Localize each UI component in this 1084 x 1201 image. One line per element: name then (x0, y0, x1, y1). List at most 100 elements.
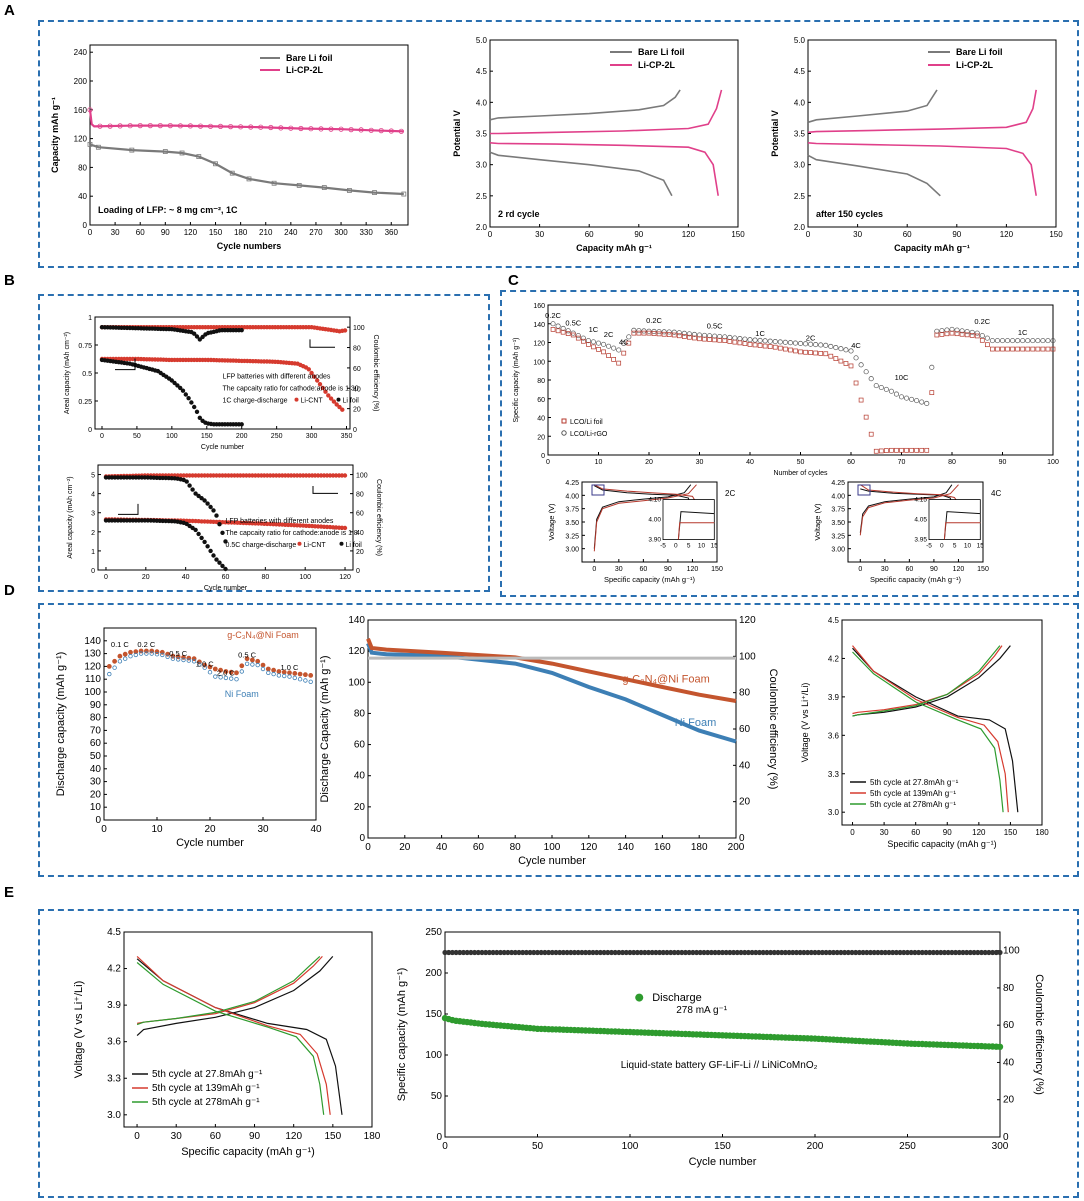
chart-e1-xtick-label: 60 (210, 1131, 222, 1142)
series-139-discharge-line (852, 645, 1009, 813)
series-lco-li-foil-point (914, 447, 920, 453)
series-lco-li-foil-point (580, 338, 586, 344)
series-ni-foam-point (282, 673, 287, 679)
chart-a3-xtick-label: 60 (903, 230, 912, 239)
series-lco-li-foil-point (777, 345, 783, 351)
series-lco-li-rgo-point (606, 343, 612, 349)
chart-c3-xtick-label: 60 (905, 566, 913, 573)
chart-a1-ytick-label: 240 (74, 48, 88, 57)
series-lco-li-foil-point (798, 349, 803, 355)
series-lco-li-foil-point (833, 356, 839, 361)
series-lco-li-rgo-point (777, 339, 783, 345)
series-lco-li-foil-point (808, 350, 813, 355)
series-bare-li-foil-line (89, 143, 404, 196)
series-li-foil-ce-point (239, 328, 244, 333)
chart-c1-rate-label: 1C (589, 325, 599, 334)
series-lco-li-foil-point (596, 347, 601, 352)
chart-a1-ytick-label: 40 (78, 192, 87, 201)
chart-b2-arrow-right (312, 486, 338, 494)
series-lco-li-foil-point (995, 346, 1000, 352)
series-lco-li-foil-point (550, 327, 556, 332)
chart-b2-legend-li-foil: Li foil (346, 542, 363, 549)
series-li-cp-2l-point (228, 124, 234, 130)
chart-c2-inset-xtick-label: 0 (674, 543, 678, 550)
series-lco-li-foil-point (757, 343, 763, 348)
series-ni-foam-line (366, 642, 737, 744)
chart-e2-y2tick-label: 80 (1003, 983, 1015, 994)
series-bare-li-foil-point (129, 147, 135, 153)
series-27-8-discharge-line (852, 647, 1019, 813)
series-lco-li-foil-point (1040, 346, 1046, 352)
series-ni-foam-point (128, 654, 133, 659)
series-lco-li-foil-point (979, 337, 985, 343)
chart-b2-xtick-label: 60 (222, 574, 230, 581)
chart-b1-y2label: Coulombic efficiency (%) (372, 335, 379, 412)
chart-d2-y2tick-label: 20 (739, 797, 751, 808)
series-li-foil-capacity-point (169, 378, 174, 383)
series-lco-li-foil-point (772, 344, 778, 350)
chart-c3-inset-xtick-label: -5 (926, 543, 932, 550)
chart-c1-ytick-label: 40 (537, 416, 545, 423)
series-lco-li-rgo-point (873, 383, 879, 389)
series-ni-foam-point (149, 651, 154, 656)
series-lco-li-foil-point (641, 330, 647, 336)
chart-b1-axes: 0 50 100 150 200 250 300 35000.250.50.751020406… (64, 315, 379, 451)
series-li-cnt-capacity-point (334, 402, 339, 407)
series-li-cp-2l-charge-line (807, 89, 1037, 134)
chart-e2-y2tick-label: 40 (1003, 1057, 1015, 1068)
series-li-foil-capacity-point (211, 553, 216, 558)
series-lco-li-rgo-point (939, 328, 945, 334)
series-li-foil-ce-point (196, 493, 201, 499)
chart-c2-inset-ytick-label: 4.00 (648, 517, 661, 524)
series-lco-li-foil-point (863, 414, 869, 420)
chart-c1-rate-label: 1C (1018, 328, 1028, 337)
chart-b1-xtick-label: 300 (306, 433, 318, 440)
chart-d1-ytick-label: 100 (84, 687, 101, 698)
series-lco-li-foil-point (1010, 346, 1015, 352)
chart-b2-y2tick-label: 0 (356, 568, 360, 575)
series-lco-li-foil-point (606, 353, 611, 358)
series-li-cp-2l-point (398, 128, 404, 134)
chart-e2-ytick-label: 50 (431, 1091, 443, 1102)
chart-d3-xtick-label: 0 (850, 828, 855, 837)
panel-label-e: E (4, 884, 15, 901)
chart-b1-xtick-label: 350 (341, 433, 353, 440)
series-ni-foam-point (218, 675, 223, 680)
chart-b2-ytick-label: 5 (91, 473, 95, 480)
chart-a3-ytick-label: 3.5 (794, 130, 806, 139)
series-ni-foam-point (213, 674, 218, 679)
chart-a1-xtick-label: 240 (284, 228, 298, 237)
series-139-discharge-line (136, 955, 331, 1115)
chart-a1-xtick-label: 60 (136, 228, 145, 237)
series-li-foil-charge-line (593, 484, 692, 549)
series-li-foil-capacity-point (172, 380, 177, 386)
chart-c1-xtick-label: 80 (948, 459, 956, 466)
chart-a2-ytick-label: 2.5 (476, 192, 488, 201)
series-bare-li-foil-point (271, 180, 277, 186)
chart-d1-ytick-label: 30 (90, 777, 102, 788)
series-lco-li-rgo-point (828, 343, 834, 349)
series-li-cnt-capacity-point (312, 374, 317, 379)
chart-e1-ytick-label: 3.3 (107, 1073, 121, 1084)
panel-label-d: D (4, 582, 15, 599)
chart-c1-rate-label: 2C (604, 330, 614, 339)
chart-c2-inset-ytick-label: 4.10 (648, 497, 661, 504)
series-lco-li-foil-point (611, 357, 617, 362)
chart-d2-y2tick-label: 60 (739, 724, 751, 735)
series-lco-li-foil-point (1005, 346, 1010, 352)
chart-d1-ytick-label: 110 (85, 674, 101, 685)
chart-b2-legend-li-cnt: Li-CNT (304, 542, 327, 549)
series-li-cp-2l-point (278, 125, 284, 131)
chart-b2-xtick-label: 120 (339, 574, 351, 581)
series-li-foil-ce-point (214, 513, 219, 518)
series-lco-li-rgo-point (762, 338, 768, 344)
chart-a2-ytick-label: 5.0 (476, 36, 488, 45)
panel-e-frame (38, 909, 1079, 1198)
series-bare-li-foil-point (95, 144, 101, 150)
chart-c2-xtick-label: 60 (639, 566, 647, 573)
series-g-c3n4-ni-foam-point (228, 669, 234, 675)
chart-c1-rate-label: 0.2C (974, 317, 990, 326)
series-li-cp-2l-point (318, 126, 324, 132)
chart-a1-xtick-label: 210 (259, 228, 273, 237)
chart-e1-xtick-label: 180 (364, 1131, 381, 1142)
